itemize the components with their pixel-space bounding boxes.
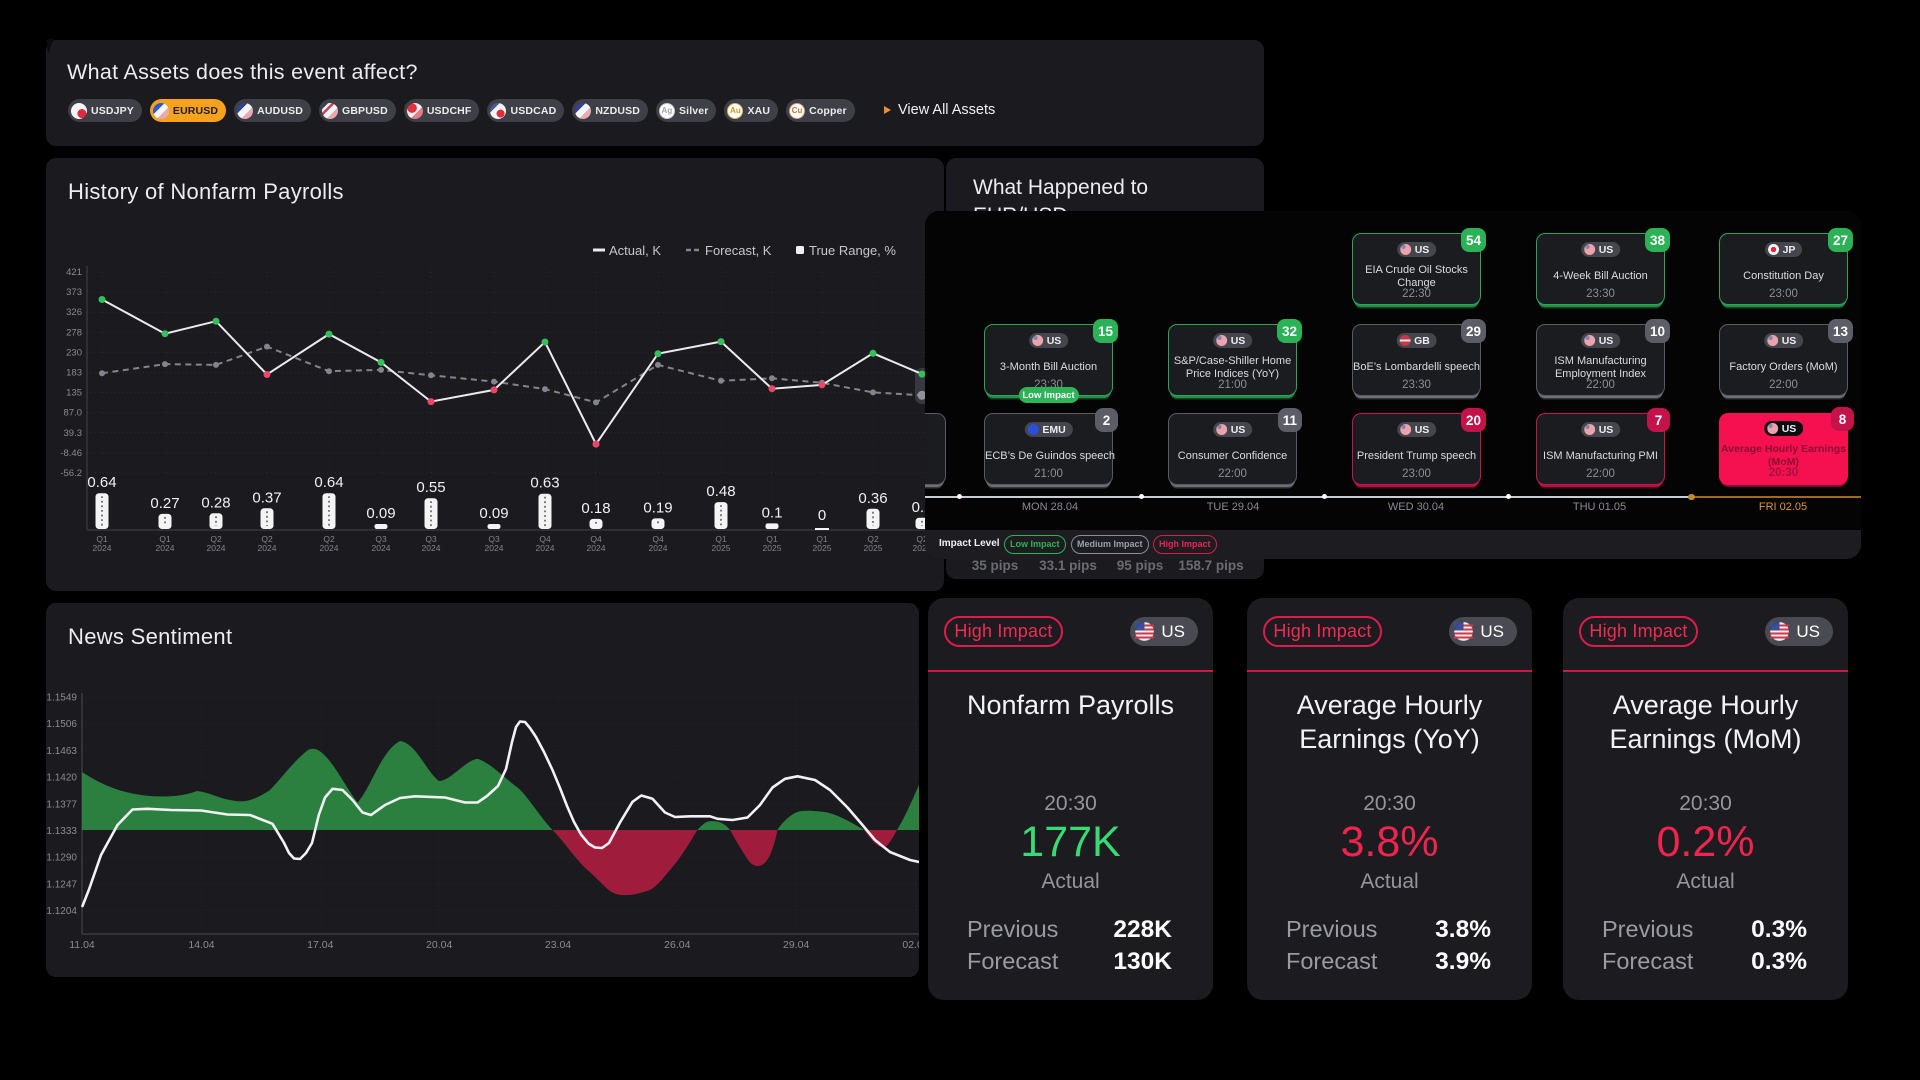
svg-text:2024: 2024 [372, 543, 391, 553]
svg-text:Q3: Q3 [375, 534, 387, 544]
svg-text:2025: 2025 [864, 543, 883, 553]
svg-text:Q2: Q2 [323, 534, 335, 544]
svg-text:Q4: Q4 [590, 534, 602, 544]
svg-text:1.1247: 1.1247 [46, 879, 77, 890]
svg-text:0.27: 0.27 [150, 495, 179, 512]
svg-text:2025: 2025 [913, 543, 932, 553]
svg-text:2024: 2024 [485, 543, 504, 553]
svg-text:Actual, K: Actual, K [609, 243, 661, 258]
svg-text:1.1463: 1.1463 [46, 746, 77, 757]
svg-text:0: 0 [818, 507, 826, 524]
svg-text:-56.2: -56.2 [60, 468, 82, 479]
svg-text:17.04: 17.04 [307, 939, 333, 951]
svg-text:1.1333: 1.1333 [46, 826, 77, 837]
svg-text:2024: 2024 [258, 543, 277, 553]
svg-text:0.37: 0.37 [252, 489, 281, 506]
svg-text:Q4: Q4 [652, 534, 664, 544]
svg-text:02.05: 02.05 [902, 939, 919, 951]
svg-text:True Range, %: True Range, % [809, 243, 896, 258]
svg-text:1.1377: 1.1377 [46, 799, 77, 810]
svg-text:326: 326 [66, 307, 82, 318]
svg-text:1.1204: 1.1204 [46, 906, 77, 917]
svg-text:2025: 2025 [763, 543, 782, 553]
svg-text:2025: 2025 [712, 543, 731, 553]
svg-text:2024: 2024 [587, 543, 606, 553]
svg-text:20.04: 20.04 [426, 939, 452, 951]
svg-text:2024: 2024 [422, 543, 441, 553]
svg-text:0.63: 0.63 [530, 475, 559, 492]
svg-text:135: 135 [66, 388, 82, 399]
svg-text:Q1: Q1 [766, 534, 778, 544]
svg-text:183: 183 [66, 368, 82, 379]
svg-text:Q3: Q3 [425, 534, 437, 544]
svg-text:Forecast, K: Forecast, K [705, 243, 772, 258]
svg-text:Q1: Q1 [96, 534, 108, 544]
svg-text:0.48: 0.48 [706, 483, 735, 500]
svg-text:Q1: Q1 [159, 534, 171, 544]
svg-text:11.04: 11.04 [69, 939, 95, 951]
svg-text:230: 230 [66, 347, 82, 358]
svg-text:-8.46: -8.46 [60, 448, 82, 459]
svg-text:0.28: 0.28 [201, 494, 230, 511]
svg-text:Q2: Q2 [261, 534, 273, 544]
svg-text:2025: 2025 [813, 543, 832, 553]
svg-text:0.55: 0.55 [416, 479, 445, 496]
svg-text:0.19: 0.19 [643, 499, 672, 516]
svg-text:0.64: 0.64 [87, 474, 116, 491]
svg-text:2024: 2024 [93, 543, 112, 553]
svg-text:2024: 2024 [320, 543, 339, 553]
svg-text:0.09: 0.09 [479, 505, 508, 522]
svg-text:2024: 2024 [536, 543, 555, 553]
svg-text:2024: 2024 [649, 543, 668, 553]
svg-text:0.1: 0.1 [762, 504, 783, 521]
svg-text:0.09: 0.09 [366, 505, 395, 522]
svg-text:Q1: Q1 [816, 534, 828, 544]
svg-text:1.1290: 1.1290 [46, 853, 77, 864]
svg-text:87.0: 87.0 [64, 408, 83, 419]
svg-text:0.36: 0.36 [858, 490, 887, 507]
svg-text:39.3: 39.3 [64, 428, 83, 439]
svg-text:Q2: Q2 [867, 534, 879, 544]
svg-text:14.04: 14.04 [188, 939, 214, 951]
svg-text:2024: 2024 [156, 543, 175, 553]
svg-text:0.64: 0.64 [314, 474, 343, 491]
svg-text:1.1506: 1.1506 [46, 719, 77, 730]
svg-text:Q2: Q2 [210, 534, 222, 544]
svg-text:Q4: Q4 [539, 534, 551, 544]
svg-text:23.04: 23.04 [545, 939, 571, 951]
svg-text:1.1420: 1.1420 [46, 773, 77, 784]
svg-text:Q3: Q3 [488, 534, 500, 544]
svg-text:29.04: 29.04 [783, 939, 809, 951]
svg-text:26.04: 26.04 [664, 939, 690, 951]
svg-text:0.18: 0.18 [581, 500, 610, 517]
svg-text:1.1549: 1.1549 [46, 693, 77, 704]
svg-text:373: 373 [66, 287, 82, 298]
svg-text:278: 278 [66, 327, 82, 338]
svg-text:Q1: Q1 [715, 534, 727, 544]
svg-text:421: 421 [66, 267, 82, 278]
svg-text:Q2: Q2 [916, 534, 928, 544]
svg-text:2024: 2024 [207, 543, 226, 553]
